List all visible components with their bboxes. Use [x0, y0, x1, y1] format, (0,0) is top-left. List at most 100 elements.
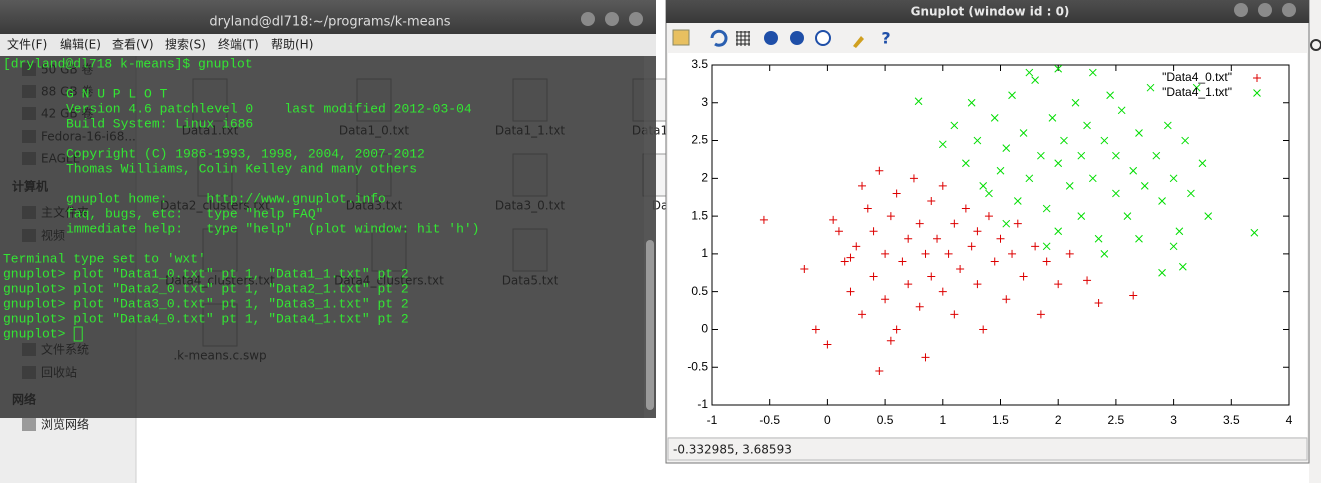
data-point [962, 159, 970, 168]
minimize-button[interactable] [581, 12, 595, 26]
data-point [846, 287, 855, 296]
data-point [1077, 212, 1086, 220]
data-point [979, 182, 988, 190]
data-point [1158, 197, 1166, 205]
data-point [909, 174, 918, 183]
data-point [915, 302, 924, 311]
data-point [1054, 159, 1063, 168]
data-point [811, 325, 820, 334]
other-window [1309, 0, 1321, 483]
data-point [1094, 234, 1103, 243]
data-point [1083, 276, 1092, 285]
data-point [1140, 182, 1149, 190]
autoscale-button[interactable] [815, 30, 831, 46]
data-point [1013, 219, 1022, 228]
terminal-line: gnuplot> [3, 326, 73, 341]
menu-item[interactable]: 帮助(H) [271, 38, 313, 52]
data-point [858, 310, 867, 319]
menu-item[interactable]: 搜索(S) [165, 37, 206, 52]
data-point [944, 249, 953, 258]
data-point [1169, 174, 1178, 183]
data-point [1175, 227, 1184, 236]
copy-button[interactable] [672, 29, 690, 46]
data-point [1083, 121, 1091, 130]
maximize-button[interactable] [1258, 3, 1272, 17]
data-point [858, 181, 867, 190]
grid-button[interactable] [736, 31, 750, 46]
terminal-titlebar [0, 0, 656, 34]
data-point [875, 367, 884, 375]
data-point [1123, 212, 1132, 220]
y-tick-label: 0.5 [691, 284, 708, 298]
data-point [1054, 64, 1063, 73]
terminal-content: 文件(F) 编辑(E) 查看(V) 搜索(S) 终端(T) 帮助(H) [dryland@d… [3, 37, 479, 342]
config-button[interactable] [853, 36, 864, 48]
data-point [927, 197, 936, 205]
data-point [1048, 114, 1057, 122]
data-point [834, 227, 843, 236]
data-point [1192, 83, 1201, 92]
data-point [1054, 227, 1063, 236]
menu-item[interactable]: 文件(F) [7, 37, 47, 52]
data-point [869, 272, 878, 281]
plot: -1 -0.5 0 0.5 1 1.5 2 2.5 3 3.5 4 -1 -0.5 0 0.5 1 1.5 2 2.… [687, 57, 1292, 427]
data-point [1158, 268, 1166, 277]
data-point [1152, 151, 1161, 160]
data-point [1019, 129, 1028, 137]
data-point [950, 121, 959, 130]
x-tick-label: 0 [824, 413, 831, 427]
data-point [979, 325, 988, 334]
menu-item[interactable]: 终端(T) [218, 37, 259, 52]
data-point [950, 310, 959, 319]
sidebar-icon [22, 418, 36, 431]
menu-item[interactable]: 查看(V) [112, 38, 154, 52]
terminal-line: Copyright (C) 1986-1993, 1998, 2004, 200… [66, 146, 425, 161]
toolbar: ? [672, 29, 891, 48]
data-point [800, 265, 809, 273]
data-point [1031, 76, 1039, 84]
data-point [1129, 291, 1138, 300]
data-point [1146, 83, 1155, 92]
data-point [1042, 257, 1051, 266]
data-point [1106, 91, 1114, 100]
data-point [1135, 234, 1143, 243]
cursor [73, 326, 83, 342]
data-point [1025, 68, 1034, 77]
terminal-line: Terminal type set to 'wxt' [3, 251, 206, 266]
data-point [1025, 174, 1034, 183]
close-button[interactable] [1282, 3, 1296, 17]
minimize-button[interactable] [1234, 3, 1248, 17]
maximize-button[interactable] [605, 12, 619, 26]
data-point [990, 257, 999, 266]
data-point [1042, 204, 1051, 213]
data-point [921, 353, 930, 362]
data-point [973, 136, 982, 145]
terminal-line: Build System: Linux i686 [66, 116, 253, 131]
data-point [967, 98, 976, 107]
terminal-line: faq, bugs, etc: type "help FAQ" [66, 206, 323, 221]
replot-button[interactable] [710, 29, 728, 47]
terminal-line: gnuplot home: http://www.gnuplot.info [66, 191, 386, 206]
y-tick-label: 1 [701, 246, 708, 260]
data-point [1042, 242, 1051, 251]
prev-zoom-button[interactable] [764, 31, 778, 45]
terminal-menubar [0, 34, 656, 56]
data-point [881, 295, 890, 304]
legend-label: "Data4_0.txt" [1162, 70, 1232, 84]
data-point [852, 242, 861, 251]
data-point [967, 242, 976, 251]
y-tick-label: 3 [701, 95, 708, 109]
next-zoom-button[interactable] [790, 31, 804, 45]
scrollbar-thumb[interactable] [646, 240, 654, 410]
data-point [904, 280, 913, 289]
sidebar-item[interactable]: 浏览网络 [41, 417, 89, 432]
help-button[interactable]: ? [881, 29, 890, 48]
menu-item[interactable]: 编辑(E) [60, 37, 101, 52]
data-point [1181, 136, 1189, 145]
terminal-line: gnuplot> plot "Data3_0.txt" pt 1, "Data3… [3, 296, 409, 311]
close-button[interactable] [629, 12, 643, 26]
data-point [759, 215, 768, 224]
data-point [973, 227, 982, 236]
